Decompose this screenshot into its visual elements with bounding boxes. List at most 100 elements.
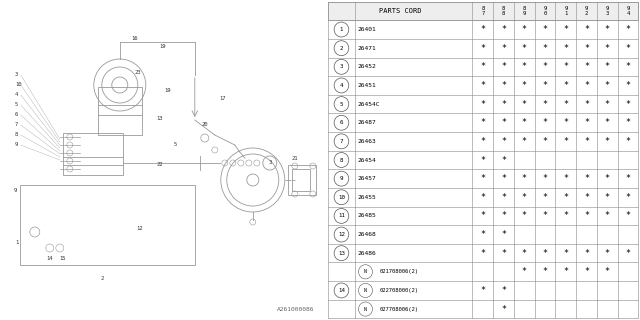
Text: 5: 5 bbox=[15, 102, 18, 108]
Text: 9
4: 9 4 bbox=[627, 6, 630, 16]
Text: *: * bbox=[605, 137, 610, 146]
Text: *: * bbox=[625, 81, 630, 90]
Text: 26485: 26485 bbox=[358, 213, 376, 219]
Text: 9
1: 9 1 bbox=[564, 6, 568, 16]
Text: *: * bbox=[584, 100, 589, 108]
Text: *: * bbox=[584, 267, 589, 276]
Text: *: * bbox=[522, 174, 527, 183]
Text: *: * bbox=[481, 156, 485, 164]
Text: 027708006(2): 027708006(2) bbox=[380, 307, 419, 312]
Text: *: * bbox=[563, 25, 568, 34]
Text: 16: 16 bbox=[132, 36, 138, 41]
Text: 3: 3 bbox=[340, 64, 343, 69]
Text: *: * bbox=[584, 118, 589, 127]
Text: *: * bbox=[605, 212, 610, 220]
Text: *: * bbox=[543, 25, 548, 34]
Text: 9
0: 9 0 bbox=[543, 6, 547, 16]
Bar bbox=[20, 185, 195, 265]
Text: *: * bbox=[501, 100, 506, 108]
Text: *: * bbox=[522, 137, 527, 146]
Text: 26401: 26401 bbox=[358, 27, 376, 32]
Text: *: * bbox=[522, 44, 527, 53]
Text: 9: 9 bbox=[340, 176, 343, 181]
Text: 5: 5 bbox=[340, 101, 343, 107]
Text: *: * bbox=[584, 249, 589, 258]
Text: *: * bbox=[625, 25, 630, 34]
Bar bbox=[328, 2, 639, 20]
Text: *: * bbox=[605, 174, 610, 183]
Text: *: * bbox=[501, 137, 506, 146]
Text: 5: 5 bbox=[173, 142, 177, 148]
Text: *: * bbox=[563, 193, 568, 202]
Bar bbox=[63, 133, 123, 175]
Text: *: * bbox=[481, 137, 485, 146]
Text: *: * bbox=[543, 267, 548, 276]
Text: 11: 11 bbox=[338, 213, 345, 219]
Text: 1: 1 bbox=[340, 27, 343, 32]
Text: 7: 7 bbox=[15, 123, 18, 127]
Text: *: * bbox=[501, 249, 506, 258]
Text: 7: 7 bbox=[340, 139, 343, 144]
Text: *: * bbox=[481, 100, 485, 108]
Text: 9: 9 bbox=[15, 142, 18, 148]
Text: *: * bbox=[563, 267, 568, 276]
Text: *: * bbox=[563, 118, 568, 127]
Text: *: * bbox=[605, 249, 610, 258]
Text: *: * bbox=[543, 174, 548, 183]
Text: *: * bbox=[584, 44, 589, 53]
Text: *: * bbox=[543, 212, 548, 220]
Text: *: * bbox=[481, 249, 485, 258]
Text: 26486: 26486 bbox=[358, 251, 376, 256]
Text: *: * bbox=[563, 174, 568, 183]
Text: *: * bbox=[501, 212, 506, 220]
Text: *: * bbox=[481, 118, 485, 127]
Text: 26468: 26468 bbox=[358, 232, 376, 237]
Text: *: * bbox=[481, 174, 485, 183]
Text: *: * bbox=[522, 25, 527, 34]
Text: *: * bbox=[522, 100, 527, 108]
Text: A261000086: A261000086 bbox=[277, 307, 315, 312]
Text: *: * bbox=[584, 137, 589, 146]
Text: 2: 2 bbox=[340, 46, 343, 51]
Text: *: * bbox=[625, 137, 630, 146]
Text: *: * bbox=[584, 212, 589, 220]
Text: 13: 13 bbox=[338, 251, 345, 256]
Text: *: * bbox=[563, 100, 568, 108]
Text: *: * bbox=[501, 25, 506, 34]
Text: *: * bbox=[584, 193, 589, 202]
Text: *: * bbox=[625, 44, 630, 53]
Text: 23: 23 bbox=[134, 69, 141, 75]
Text: *: * bbox=[543, 44, 548, 53]
Text: 022708000(2): 022708000(2) bbox=[380, 288, 419, 293]
Text: 26463: 26463 bbox=[358, 139, 376, 144]
Bar bbox=[292, 169, 310, 191]
Text: *: * bbox=[605, 25, 610, 34]
Text: PARTS CORD: PARTS CORD bbox=[379, 8, 422, 14]
Text: *: * bbox=[481, 44, 485, 53]
Text: 26457: 26457 bbox=[358, 176, 376, 181]
Text: N: N bbox=[364, 269, 367, 274]
Text: *: * bbox=[605, 193, 610, 202]
Text: *: * bbox=[501, 174, 506, 183]
Text: *: * bbox=[522, 267, 527, 276]
Text: 2: 2 bbox=[100, 276, 104, 281]
Text: *: * bbox=[625, 100, 630, 108]
Text: 4: 4 bbox=[15, 92, 18, 98]
Text: 8
7: 8 7 bbox=[481, 6, 484, 16]
Text: 14: 14 bbox=[338, 288, 345, 293]
Text: *: * bbox=[584, 174, 589, 183]
Text: *: * bbox=[543, 100, 548, 108]
Text: *: * bbox=[481, 62, 485, 71]
Text: 8
8: 8 8 bbox=[502, 6, 505, 16]
Text: 26454: 26454 bbox=[358, 157, 376, 163]
Text: 26451: 26451 bbox=[358, 83, 376, 88]
Text: *: * bbox=[605, 44, 610, 53]
Bar bbox=[98, 87, 142, 135]
Text: 021708006(2): 021708006(2) bbox=[380, 269, 419, 274]
Text: *: * bbox=[501, 286, 506, 295]
Text: 12: 12 bbox=[136, 226, 143, 230]
Text: *: * bbox=[584, 25, 589, 34]
Text: *: * bbox=[481, 230, 485, 239]
Text: *: * bbox=[605, 267, 610, 276]
Text: 9: 9 bbox=[13, 188, 17, 193]
